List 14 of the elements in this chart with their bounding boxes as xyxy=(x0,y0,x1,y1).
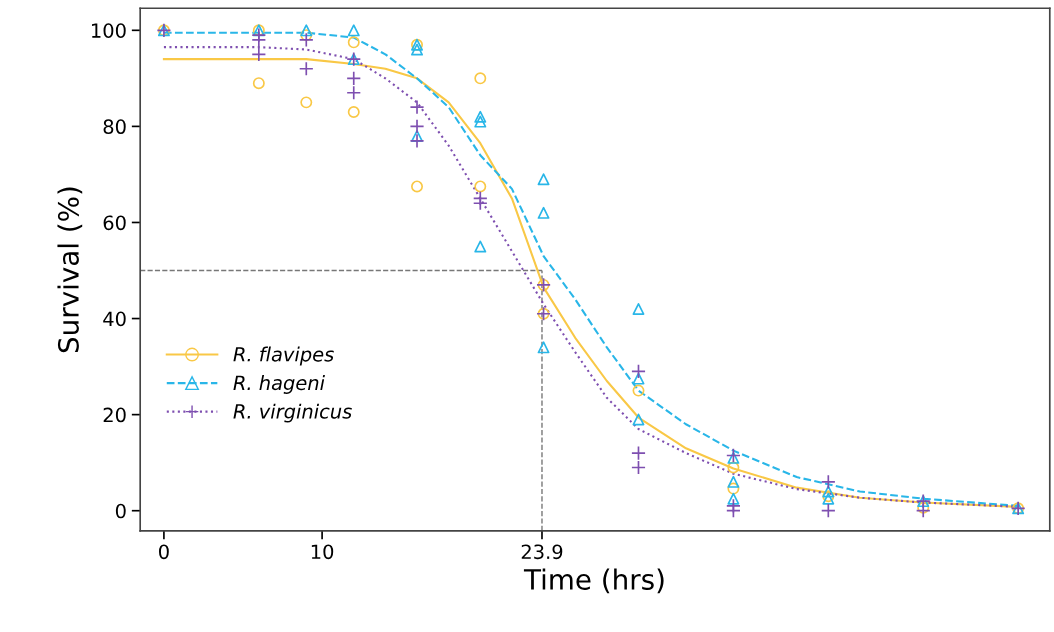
y-tick-label: 60 xyxy=(103,215,126,231)
y-tick-label: 40 xyxy=(103,311,126,327)
y-tick-label: 20 xyxy=(103,407,126,423)
x-tick-label: 23.9 xyxy=(521,544,563,560)
x-axis-title: Time (hrs) xyxy=(523,568,664,594)
y-tick-label: 0 xyxy=(115,503,126,519)
legend-label: R. virginicus xyxy=(233,403,352,423)
y-axis-title: Survival (%) xyxy=(57,187,83,353)
x-tick-label: 0 xyxy=(159,544,169,560)
legend-label: R. flavipes xyxy=(233,346,334,366)
x-tick-label: 10 xyxy=(311,544,334,560)
y-tick-label: 80 xyxy=(103,119,126,135)
legend-label: R. hageni xyxy=(233,375,325,394)
y-tick-label: 100 xyxy=(92,23,126,38)
